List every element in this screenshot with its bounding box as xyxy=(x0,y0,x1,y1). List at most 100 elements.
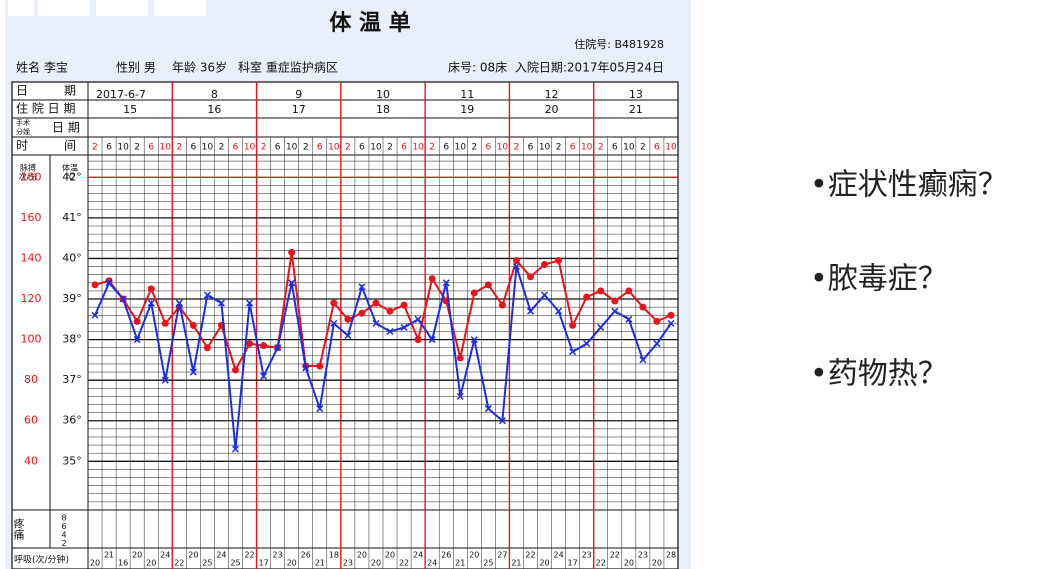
pulse-marker xyxy=(527,273,534,281)
temperature-marker xyxy=(667,319,675,327)
respiration-label: 呼吸(次/分钟) xyxy=(14,554,69,566)
respiration-value: 20 xyxy=(652,559,662,568)
respiration-value: 20 xyxy=(90,559,100,568)
respiration-value: 20 xyxy=(146,559,156,568)
date: 13 xyxy=(629,88,643,101)
temperature-marker xyxy=(91,311,99,319)
pulse-marker xyxy=(456,354,464,362)
pulse-marker xyxy=(498,301,506,309)
time-label: 2 xyxy=(92,143,98,153)
time-label: 2 xyxy=(134,143,140,153)
bullet: •症状性癫痫？ xyxy=(810,168,1008,203)
temperature-marker xyxy=(161,376,169,384)
pain-scale: 2 xyxy=(61,539,66,548)
y-axis-label: 次/分 xyxy=(19,172,38,182)
temperature-marker xyxy=(498,417,506,425)
pulse-marker xyxy=(414,336,422,344)
y2-axis-label: 体温 xyxy=(62,163,78,173)
pulse-marker xyxy=(653,317,661,325)
time-label: 2 xyxy=(471,143,477,153)
row-label: 手术 xyxy=(16,118,30,127)
pulse-marker xyxy=(611,297,619,305)
respiration-value: 18 xyxy=(329,551,339,560)
temperature-marker xyxy=(484,405,492,413)
respiration-value: 20 xyxy=(539,559,549,568)
pulse-marker xyxy=(569,321,577,329)
temperature-marker xyxy=(372,319,380,327)
time-label: 2 xyxy=(514,143,520,153)
row-label: 住 院 日 期 xyxy=(16,102,75,116)
hospital-day: 21 xyxy=(629,103,643,116)
temperature-marker xyxy=(653,340,661,348)
temperature-marker xyxy=(597,323,605,331)
respiration-value: 20 xyxy=(385,551,395,560)
pulse-marker xyxy=(386,307,394,315)
y2-tick-label: 35° xyxy=(62,454,82,467)
pulse-marker xyxy=(246,340,254,348)
respiration-value: 21 xyxy=(315,559,325,568)
title: 体 温 单 xyxy=(329,11,410,36)
temperature-marker xyxy=(442,279,450,287)
pulse-marker xyxy=(358,309,366,317)
y2-tick-label: 37° xyxy=(62,373,82,386)
temperature-marker xyxy=(119,295,127,303)
hospital-day: 20 xyxy=(545,103,559,116)
time-label: 10 xyxy=(202,143,214,153)
y2-tick-label: 36° xyxy=(62,414,82,427)
pulse-marker xyxy=(484,281,492,289)
respiration-value: 21 xyxy=(511,559,521,568)
hospital-day: 16 xyxy=(207,103,221,116)
time-label: 2 xyxy=(219,143,225,153)
respiration-value: 22 xyxy=(610,551,620,560)
respiration-value: 20 xyxy=(624,559,634,568)
temperature-marker xyxy=(555,307,563,315)
pulse-marker xyxy=(260,342,268,350)
y2-axis-label: ℃ xyxy=(66,173,75,182)
hospital-day: 19 xyxy=(460,103,474,116)
temperature-marker xyxy=(512,263,520,271)
hospital-day: 18 xyxy=(376,103,390,116)
pain-label: 疼痛 xyxy=(12,517,25,541)
time-label: 2 xyxy=(261,143,267,153)
temperature-marker xyxy=(456,392,464,400)
department: 科室 重症监护病区 xyxy=(238,60,338,75)
temperature-marker xyxy=(203,291,211,299)
y-tick-label: 120 xyxy=(21,292,42,305)
y-tick-label: 160 xyxy=(21,211,42,224)
temperature-marker xyxy=(288,279,296,287)
respiration-value: 24 xyxy=(427,559,437,568)
time-label: 6 xyxy=(106,143,112,153)
temperature-marker xyxy=(133,336,141,344)
temperature-marker xyxy=(358,283,366,291)
respiration-value: 27 xyxy=(497,551,507,560)
respiration-value: 22 xyxy=(399,559,409,568)
temperature-marker xyxy=(316,405,324,413)
time-label: 10 xyxy=(412,143,424,153)
time-label: 10 xyxy=(370,143,382,153)
y2-tick-label: 42° xyxy=(62,170,82,183)
pulse-marker xyxy=(639,303,647,311)
tab xyxy=(96,0,148,16)
time-label: 2 xyxy=(429,143,435,153)
temperature-marker xyxy=(386,327,394,336)
tab xyxy=(154,0,206,16)
pulse-marker xyxy=(372,299,380,307)
pulse-marker xyxy=(583,293,591,301)
y2-tick-label: 40° xyxy=(62,251,82,264)
respiration-value: 22 xyxy=(596,559,606,568)
respiration-value: 23 xyxy=(582,551,592,560)
bullet: •脓毒症？ xyxy=(810,262,948,297)
y-tick-label: 60 xyxy=(24,414,38,427)
pulse-marker xyxy=(161,319,169,327)
respiration-value: 17 xyxy=(568,559,578,568)
respiration-value: 20 xyxy=(469,551,479,560)
time-label: 10 xyxy=(286,143,298,153)
time-label: 2 xyxy=(176,143,182,153)
hospital-day: 15 xyxy=(123,103,137,116)
temperature-marker xyxy=(400,323,408,331)
pain-scale: 8 xyxy=(61,514,66,523)
respiration-value: 21 xyxy=(455,559,465,568)
tab xyxy=(8,0,34,16)
pulse-marker xyxy=(232,366,239,374)
pulse-marker xyxy=(147,285,155,293)
